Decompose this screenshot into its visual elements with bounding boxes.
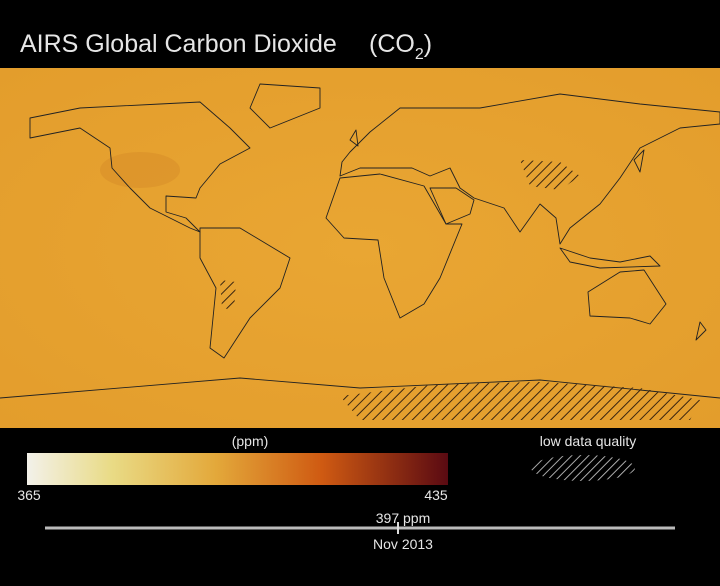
legend-unit: (ppm) xyxy=(232,433,269,449)
colorbar-max: 435 xyxy=(424,487,448,503)
greenland xyxy=(249,83,321,129)
low-quality-area xyxy=(340,382,700,420)
australia xyxy=(587,269,667,325)
japan xyxy=(633,149,645,173)
colorbar xyxy=(27,453,448,485)
title-formula: (CO2) xyxy=(369,30,432,63)
low-quality-area xyxy=(520,160,580,190)
co2-field xyxy=(100,152,180,188)
indonesia xyxy=(559,247,661,269)
low-quality-label: low data quality xyxy=(540,433,637,449)
south-america xyxy=(199,227,291,359)
map xyxy=(0,68,720,428)
co2-field xyxy=(0,68,720,428)
low-quality-area xyxy=(220,280,236,310)
uk xyxy=(349,129,359,147)
arabia xyxy=(429,187,475,225)
readout: 397 ppm xyxy=(376,510,430,526)
new-zealand xyxy=(695,321,707,341)
low-quality-swatch xyxy=(531,455,635,481)
africa xyxy=(325,173,463,319)
north-america xyxy=(29,101,251,233)
eurasia xyxy=(339,93,720,245)
title: AIRS Global Carbon Dioxide xyxy=(20,30,337,58)
date: Nov 2013 xyxy=(373,536,433,552)
colorbar-min: 365 xyxy=(17,487,41,503)
